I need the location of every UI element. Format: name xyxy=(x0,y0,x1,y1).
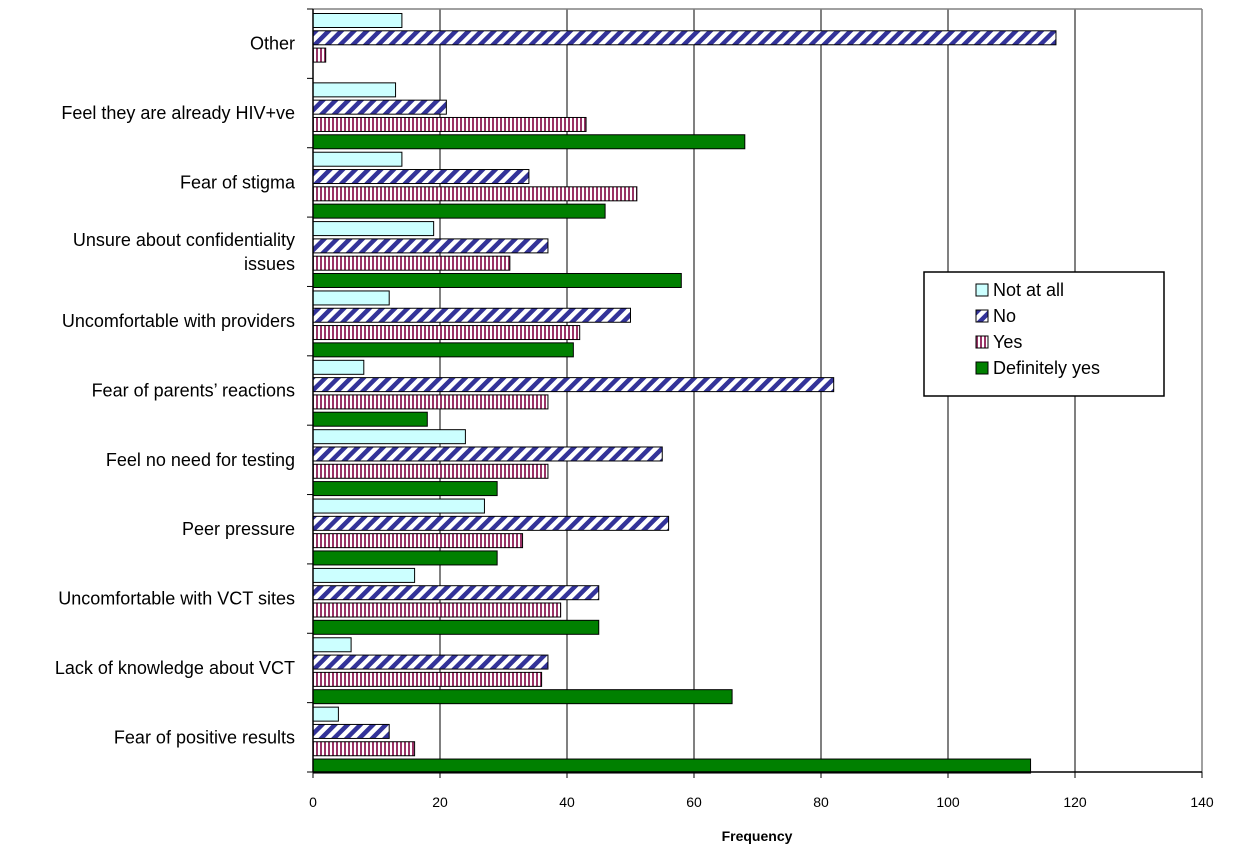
bar-definitely-yes-uncomfortable-with-providers xyxy=(312,342,574,358)
x-tick-label: 140 xyxy=(1190,794,1214,810)
bar-not-at-all-peer-pressure xyxy=(312,498,485,514)
bar-no-uncomfortable-with-vct-sites xyxy=(312,585,600,601)
bar-no-peer-pressure xyxy=(312,515,670,531)
legend-label-yes: Yes xyxy=(993,332,1022,352)
bar-definitely-yes-peer-pressure xyxy=(312,550,498,566)
bar-no-fear-of-stigma xyxy=(312,169,530,185)
legend-swatch-no xyxy=(975,309,989,323)
category-label: Feel they are already HIV+ve xyxy=(61,103,295,123)
bar-yes-uncomfortable-with-vct-sites xyxy=(312,602,562,618)
bar-definitely-yes-feel-they-are-already-hiv-ve xyxy=(312,134,746,150)
x-tick-label: 100 xyxy=(936,794,960,810)
bar-not-at-all-fear-of-parents-reactions xyxy=(312,359,365,375)
bar-not-at-all-uncomfortable-with-vct-sites xyxy=(312,567,416,583)
bar-yes-peer-pressure xyxy=(312,533,524,549)
legend-label-not-at-all: Not at all xyxy=(993,280,1064,300)
x-tick-label: 20 xyxy=(432,794,448,810)
category-label: Fear of positive results xyxy=(114,727,295,747)
bar-no-lack-of-knowledge-about-vct xyxy=(312,654,549,670)
category-label: Fear of stigma xyxy=(180,172,296,192)
bar-not-at-all-other xyxy=(312,13,403,28)
legend-swatch-not-at-all xyxy=(975,283,989,297)
bar-yes-lack-of-knowledge-about-vct xyxy=(312,671,543,687)
bar-definitely-yes-uncomfortable-with-vct-sites xyxy=(312,619,600,635)
bar-not-at-all-lack-of-knowledge-about-vct xyxy=(312,637,352,653)
category-label: Fear of parents’ reactions xyxy=(92,381,295,401)
category-label: Peer pressure xyxy=(182,519,295,539)
bar-not-at-all-feel-they-are-already-hiv-ve xyxy=(312,82,397,98)
legend-box xyxy=(923,271,1165,397)
bar-yes-other xyxy=(312,47,327,63)
bar-yes-fear-of-parents-reactions xyxy=(312,394,549,410)
category-label: Unsure about confidentiality issues xyxy=(73,230,295,274)
bar-definitely-yes-lack-of-knowledge-about-vct xyxy=(312,689,733,705)
category-label: Lack of knowledge about VCT xyxy=(55,658,295,678)
bar-yes-fear-of-stigma xyxy=(312,186,638,202)
x-tick-label: 40 xyxy=(559,794,575,810)
bar-definitely-yes-unsure-about-confidentiality-issues xyxy=(312,272,682,288)
bar-no-feel-they-are-already-hiv-ve xyxy=(312,99,447,115)
bar-no-fear-of-positive-results xyxy=(312,723,390,739)
legend-swatch-definitely-yes xyxy=(975,361,989,375)
bar-yes-fear-of-positive-results xyxy=(312,741,416,757)
bar-yes-uncomfortable-with-providers xyxy=(312,325,581,341)
category-label: Feel no need for testing xyxy=(106,450,295,470)
category-label: Uncomfortable with providers xyxy=(62,311,295,331)
legend-label-no: No xyxy=(993,306,1016,326)
legend-label-definitely-yes: Definitely yes xyxy=(993,358,1100,378)
x-axis-title: Frequency xyxy=(722,828,793,844)
bar-no-unsure-about-confidentiality-issues xyxy=(312,238,549,254)
x-tick-label: 80 xyxy=(813,794,829,810)
bar-no-uncomfortable-with-providers xyxy=(312,307,631,323)
bar-not-at-all-uncomfortable-with-providers xyxy=(312,290,390,306)
legend-swatch-yes xyxy=(975,335,989,349)
x-tick-label: 0 xyxy=(309,794,317,810)
bar-definitely-yes-feel-no-need-for-testing xyxy=(312,481,498,497)
bar-not-at-all-feel-no-need-for-testing xyxy=(312,429,466,445)
bar-no-feel-no-need-for-testing xyxy=(312,446,663,462)
bar-definitely-yes-fear-of-positive-results xyxy=(312,758,1032,774)
bar-definitely-yes-fear-of-stigma xyxy=(312,203,606,219)
bar-yes-unsure-about-confidentiality-issues xyxy=(312,255,511,271)
category-label: Uncomfortable with VCT sites xyxy=(58,589,295,609)
bar-not-at-all-fear-of-stigma xyxy=(312,151,403,167)
x-tick-label: 120 xyxy=(1063,794,1087,810)
bar-yes-feel-no-need-for-testing xyxy=(312,463,549,479)
bar-not-at-all-fear-of-positive-results xyxy=(312,706,339,722)
bar-not-at-all-unsure-about-confidentiality-issues xyxy=(312,221,435,237)
x-tick-label: 60 xyxy=(686,794,702,810)
bar-no-fear-of-parents-reactions xyxy=(312,377,835,393)
bar-no-other xyxy=(312,30,1057,46)
category-label: Other xyxy=(250,34,295,54)
bar-definitely-yes-fear-of-parents-reactions xyxy=(312,411,428,427)
bar-yes-feel-they-are-already-hiv-ve xyxy=(312,116,587,132)
